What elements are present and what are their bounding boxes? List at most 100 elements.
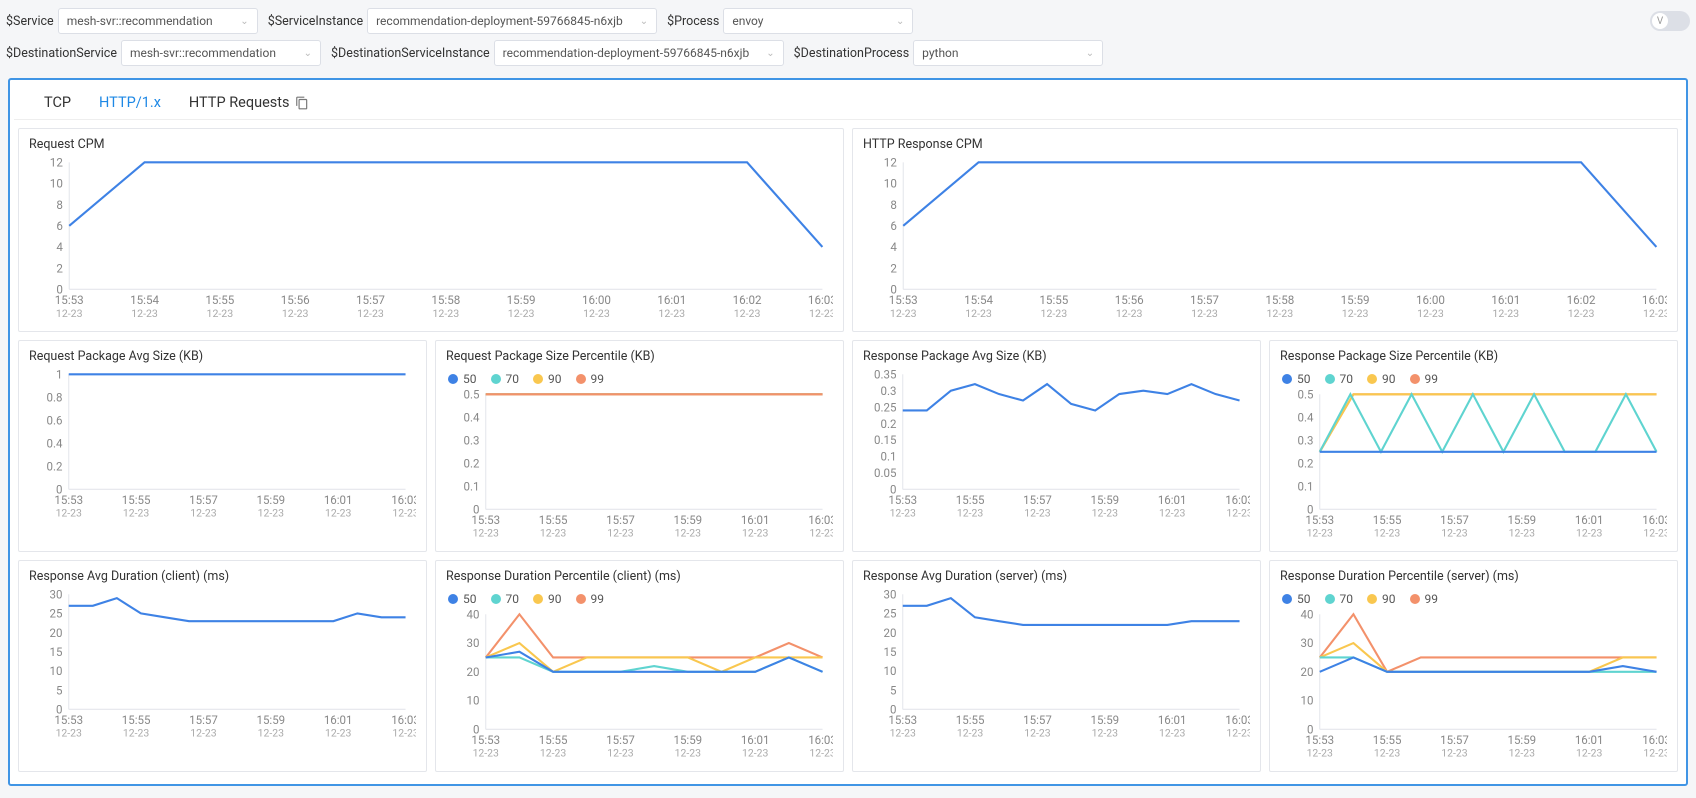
- svg-text:16:01: 16:01: [657, 293, 686, 307]
- svg-text:16:00: 16:00: [582, 293, 611, 307]
- legend-label: 90: [1382, 592, 1396, 606]
- select-box[interactable]: envoy⌄: [723, 8, 913, 34]
- chart-resp_cpm: HTTP Response CPM02468101215:5312-2315:5…: [852, 128, 1678, 332]
- legend-item[interactable]: 90: [1367, 592, 1396, 606]
- svg-text:5: 5: [890, 683, 897, 697]
- svg-text:12: 12: [50, 156, 64, 170]
- legend-item[interactable]: 99: [1410, 372, 1439, 386]
- legend-item[interactable]: 70: [491, 372, 520, 386]
- legend-item[interactable]: 70: [1325, 592, 1354, 606]
- legend-item[interactable]: 99: [1410, 592, 1439, 606]
- svg-text:12-23: 12-23: [1116, 307, 1143, 320]
- svg-text:15:59: 15:59: [1091, 713, 1120, 727]
- legend-label: 90: [548, 592, 562, 606]
- select-box[interactable]: recommendation-deployment-59766845-n6xjb…: [367, 8, 657, 34]
- chart-req_size_pct: Request Package Size Percentile (KB)5070…: [435, 340, 844, 552]
- svg-text:15:55: 15:55: [1039, 293, 1068, 307]
- svg-text:40: 40: [1301, 608, 1314, 621]
- svg-text:15:56: 15:56: [281, 293, 310, 307]
- svg-text:16:01: 16:01: [1491, 293, 1520, 307]
- legend-dot: [1367, 374, 1377, 384]
- svg-text:15:56: 15:56: [1115, 293, 1144, 307]
- select-box[interactable]: mesh-svr::recommendation⌄: [58, 8, 258, 34]
- svg-text:4: 4: [890, 240, 897, 254]
- svg-text:10: 10: [1301, 694, 1314, 708]
- legend-label: 70: [506, 592, 520, 606]
- svg-text:15:53: 15:53: [54, 713, 83, 727]
- svg-text:12-23: 12-23: [1509, 527, 1535, 540]
- svg-text:12-23: 12-23: [1041, 307, 1068, 320]
- legend-item[interactable]: 50: [448, 372, 477, 386]
- svg-text:0.1: 0.1: [464, 480, 480, 494]
- svg-text:1: 1: [56, 368, 62, 381]
- svg-text:16:03: 16:03: [391, 713, 416, 727]
- svg-text:12-23: 12-23: [258, 507, 284, 520]
- copy-icon: [295, 96, 309, 110]
- svg-text:15:55: 15:55: [539, 733, 568, 747]
- svg-text:15:57: 15:57: [189, 713, 218, 727]
- svg-text:0.4: 0.4: [1298, 411, 1314, 425]
- chart-title: Response Avg Duration (server) (ms): [863, 569, 1250, 584]
- param-label: $Service: [6, 14, 54, 29]
- select-box[interactable]: python⌄: [913, 40, 1103, 66]
- svg-text:16:01: 16:01: [324, 493, 353, 507]
- svg-text:15:57: 15:57: [606, 513, 635, 527]
- svg-text:4: 4: [56, 240, 63, 254]
- tab-http-requests[interactable]: HTTP Requests: [189, 94, 310, 111]
- svg-text:12-23: 12-23: [1307, 747, 1333, 760]
- svg-text:20: 20: [1301, 665, 1314, 679]
- svg-text:30: 30: [884, 588, 897, 601]
- legend-item[interactable]: 50: [448, 592, 477, 606]
- filter-row-2: $DestinationServicemesh-svr::recommendat…: [6, 40, 1690, 66]
- svg-text:5: 5: [56, 683, 63, 697]
- svg-text:15:55: 15:55: [956, 493, 985, 507]
- svg-text:15:55: 15:55: [205, 293, 234, 307]
- select-box[interactable]: recommendation-deployment-59766845-n6xjb…: [494, 40, 784, 66]
- svg-text:15:57: 15:57: [606, 733, 635, 747]
- legend-item[interactable]: 99: [576, 592, 605, 606]
- legend-dot: [491, 594, 501, 604]
- svg-text:12-23: 12-23: [607, 747, 633, 760]
- svg-text:12-23: 12-23: [56, 307, 83, 320]
- charts-grid: Request CPM02468101215:5312-2315:5412-23…: [14, 120, 1682, 780]
- tab-http-1-x[interactable]: HTTP/1.x: [99, 94, 161, 111]
- chart-resp_dur_server: Response Avg Duration (server) (ms)05101…: [852, 560, 1261, 772]
- svg-text:16:03: 16:03: [808, 293, 833, 307]
- legend-label: 50: [463, 372, 477, 386]
- svg-text:0.3: 0.3: [464, 434, 480, 448]
- svg-text:15:59: 15:59: [507, 293, 536, 307]
- legend-item[interactable]: 70: [491, 592, 520, 606]
- svg-text:12-23: 12-23: [1643, 527, 1667, 540]
- svg-text:12-23: 12-23: [1159, 727, 1185, 740]
- legend-label: 50: [1297, 372, 1311, 386]
- view-toggle[interactable]: V: [1650, 11, 1690, 31]
- legend-item[interactable]: 90: [533, 592, 562, 606]
- legend-label: 99: [1425, 592, 1439, 606]
- svg-text:15:53: 15:53: [471, 733, 500, 747]
- svg-text:15:53: 15:53: [888, 713, 917, 727]
- svg-text:15:53: 15:53: [1305, 513, 1334, 527]
- tab-label: TCP: [44, 94, 71, 111]
- svg-text:12-23: 12-23: [1417, 307, 1444, 320]
- svg-text:12-23: 12-23: [809, 747, 833, 760]
- tab-tcp[interactable]: TCP: [44, 94, 71, 111]
- svg-text:0.2: 0.2: [464, 457, 480, 471]
- svg-text:12-23: 12-23: [540, 747, 566, 760]
- svg-text:16:03: 16:03: [1225, 493, 1250, 507]
- svg-text:0.4: 0.4: [47, 437, 63, 451]
- legend-item[interactable]: 99: [576, 372, 605, 386]
- legend-item[interactable]: 50: [1282, 592, 1311, 606]
- svg-text:16:01: 16:01: [741, 513, 770, 527]
- chart-body: 00.10.20.30.40.515:5312-2315:5512-2315:5…: [446, 388, 833, 545]
- legend-item[interactable]: 70: [1325, 372, 1354, 386]
- legend-item[interactable]: 90: [1367, 372, 1396, 386]
- svg-text:2: 2: [890, 261, 897, 275]
- svg-text:12-23: 12-23: [1643, 747, 1667, 760]
- svg-text:6: 6: [56, 219, 63, 233]
- svg-text:12-23: 12-23: [207, 307, 234, 320]
- legend-item[interactable]: 50: [1282, 372, 1311, 386]
- svg-text:25: 25: [884, 607, 897, 621]
- legend-item[interactable]: 90: [533, 372, 562, 386]
- select-box[interactable]: mesh-svr::recommendation⌄: [121, 40, 321, 66]
- svg-text:16:03: 16:03: [1642, 293, 1667, 307]
